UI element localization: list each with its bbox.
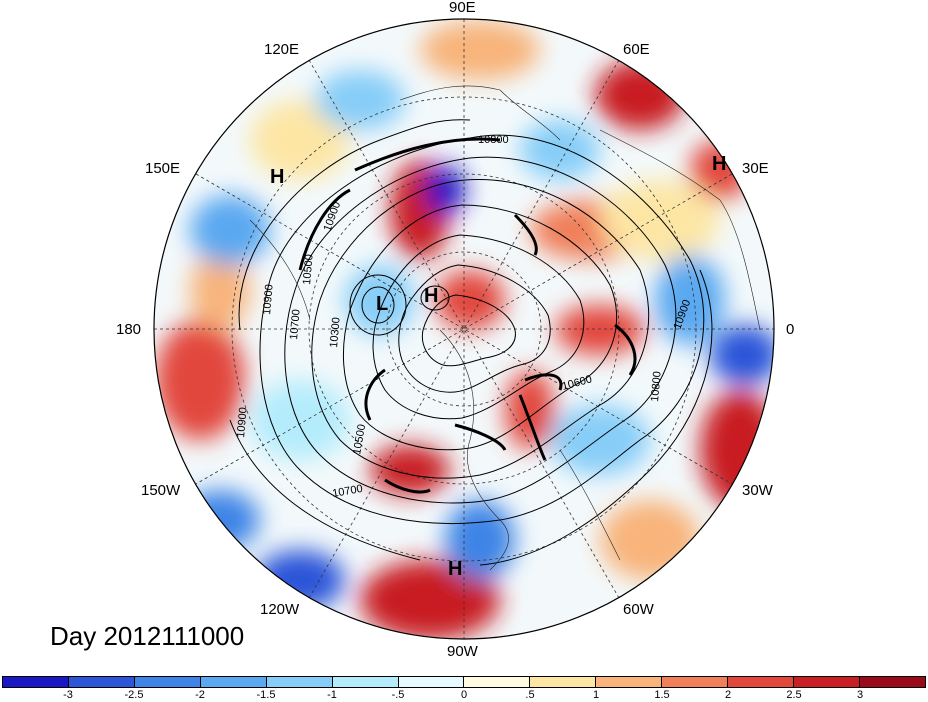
longitude-label-150e: 150E bbox=[145, 160, 181, 177]
colorbar-box bbox=[464, 677, 531, 687]
contour-label: 10500 bbox=[301, 254, 316, 286]
longitude-label-0: 0 bbox=[786, 321, 795, 338]
colorbar-box bbox=[134, 677, 201, 687]
contour-label: 10800 bbox=[478, 134, 509, 146]
colorbar-box bbox=[3, 677, 69, 687]
colorbar-box bbox=[332, 677, 399, 687]
colorbar-box bbox=[728, 677, 795, 687]
longitude-label-180: 180 bbox=[116, 321, 142, 338]
colorbar-tick-label: -1 bbox=[327, 689, 337, 701]
colorbar-tick-label: -2.5 bbox=[124, 689, 144, 701]
contour-label: 10500 bbox=[351, 423, 368, 455]
longitude-label-60e: 60E bbox=[623, 41, 650, 58]
longitude-label-90e: 90E bbox=[449, 0, 476, 16]
colorbar-box bbox=[662, 677, 729, 687]
colorbar-tick-label: -2 bbox=[195, 689, 205, 701]
colorbar-tick-label: 2 bbox=[724, 689, 732, 701]
longitude-label-30w: 30W bbox=[742, 482, 773, 499]
contour-label: 10900 bbox=[235, 407, 250, 439]
colorbar bbox=[2, 676, 926, 688]
high-pressure-center: H bbox=[448, 558, 462, 580]
colorbar-tick-label: 2.5 bbox=[786, 689, 802, 701]
contour-label: 10800 bbox=[649, 371, 664, 403]
longitude-label-120w: 120W bbox=[260, 601, 300, 618]
colorbar-box bbox=[266, 677, 333, 687]
map-boundary bbox=[153, 18, 775, 640]
longitude-label-150w: 150W bbox=[141, 482, 181, 499]
longitude-label-30e: 30E bbox=[742, 160, 769, 177]
colorbar-tick-label: 1 bbox=[592, 689, 600, 701]
colorbar-tick-label: 0 bbox=[460, 689, 468, 701]
colorbar-box bbox=[68, 677, 135, 687]
map-title: Day 2012111000 bbox=[50, 621, 245, 651]
colorbar-tick-label: -3 bbox=[63, 689, 73, 701]
high-pressure-center: H bbox=[424, 285, 438, 307]
colorbar-tick-label: -.5 bbox=[391, 689, 405, 701]
high-pressure-center: H bbox=[270, 166, 284, 188]
colorbar-box bbox=[596, 677, 663, 687]
contour-label: 10700 bbox=[288, 309, 303, 341]
colorbar-tick-label: -1.5 bbox=[256, 689, 276, 701]
colorbar-tick-label: .5 bbox=[525, 689, 535, 701]
thick-contours bbox=[298, 137, 637, 494]
coastlines bbox=[249, 85, 761, 571]
longitude-label-60w: 60W bbox=[623, 601, 654, 618]
colorbar-box bbox=[530, 677, 597, 687]
longitude-label-90w: 90W bbox=[447, 643, 478, 660]
colorbar-tick-label: 3 bbox=[856, 689, 864, 701]
colorbar-box bbox=[859, 677, 925, 687]
longitude-label-120e: 120E bbox=[264, 41, 300, 58]
colorbar-box bbox=[200, 677, 267, 687]
colorbar-box bbox=[398, 677, 465, 687]
contour-label: 10700 bbox=[331, 483, 363, 500]
contour-labels: 10800 10900 10500 10900 10700 10300 1090… bbox=[235, 134, 693, 500]
low-pressure-center: L bbox=[376, 293, 388, 315]
pressure-centers: H H H L H bbox=[270, 153, 726, 580]
contour-label: 10300 bbox=[328, 317, 343, 349]
high-pressure-center: H bbox=[712, 153, 726, 175]
colorbar-tick-label: 1.5 bbox=[654, 689, 670, 701]
colorbar-box bbox=[794, 677, 860, 687]
contour-label: 10900 bbox=[261, 284, 276, 316]
